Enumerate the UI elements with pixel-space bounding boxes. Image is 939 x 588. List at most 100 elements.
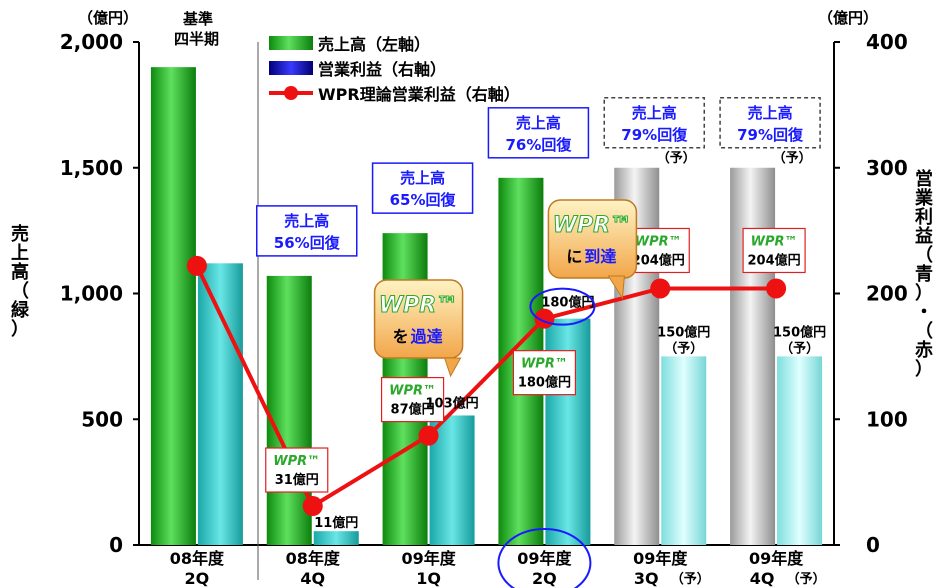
- speech-bubble-text-b: 過達: [410, 327, 443, 346]
- sales-recovery-title: 売上高: [284, 212, 329, 230]
- sales-recovery-forecast: （予）: [657, 150, 696, 166]
- category-label-year: 08年度: [170, 549, 225, 568]
- category-label-forecast: （予）: [787, 571, 826, 587]
- category-highlight-ellipse: [497, 528, 592, 588]
- left-unit-label: （億円）: [78, 9, 138, 27]
- sales-bar: [150, 67, 196, 546]
- left-tick-label: 500: [81, 407, 123, 431]
- right-tick-label: 100: [866, 407, 908, 431]
- category-label-quarter: 1Q: [416, 569, 441, 588]
- wpr-label-logo: WPR™: [635, 234, 682, 249]
- category-label-year: 09年度: [633, 549, 688, 568]
- sales-recovery-value: 79%回復: [737, 126, 804, 144]
- sales-recovery-box: [719, 97, 821, 149]
- wpr-label-logo: WPR™: [521, 357, 568, 372]
- sales-recovery-box: [256, 205, 358, 257]
- left-tick-label: 0: [109, 533, 123, 557]
- speech-bubble-tail: [443, 357, 462, 378]
- category-label-quarter: 2Q: [532, 569, 557, 588]
- base-period-label-2: 四半期: [174, 30, 219, 48]
- legend-wpr-label: WPR理論営業利益（右軸）: [318, 85, 520, 104]
- op-profit-forecast: （予）: [664, 340, 703, 356]
- sales-recovery-box: [603, 97, 705, 149]
- speech-bubble-text-b: 到達: [584, 247, 616, 266]
- speech-bubble: [547, 199, 638, 279]
- highlight-ellipse: [529, 287, 596, 326]
- wpr-label-box: [380, 376, 445, 423]
- wpr-label-logo: WPR™: [751, 234, 798, 249]
- wpr-label-value: 180億円: [518, 375, 571, 391]
- operating-profit-bar: [661, 356, 707, 545]
- wpr-point: [766, 278, 787, 299]
- sales-recovery-box: [487, 107, 590, 159]
- category-label-year: 08年度: [286, 549, 341, 568]
- sales-recovery-value: 79%回復: [621, 126, 688, 144]
- sales-recovery-title: 売上高: [748, 104, 793, 122]
- op-profit-label: 180億円: [541, 295, 594, 311]
- op-profit-forecast: （予）: [780, 340, 819, 356]
- wpr-label-box: [742, 227, 806, 274]
- right-ticks: 0 100 200 300 400: [834, 30, 908, 557]
- legend-wpr-marker: [284, 86, 298, 100]
- category-label-forecast: （予）: [671, 571, 710, 587]
- sales-recovery-box: [371, 162, 474, 214]
- op-profit-label: 150億円: [773, 324, 826, 340]
- right-tick-label: 400: [866, 30, 908, 54]
- sales-recovery-value: 65%回復: [390, 191, 457, 209]
- wpr-point: [302, 496, 323, 517]
- left-tick-label: 2,000: [60, 30, 123, 54]
- right-unit-label: （億円）: [818, 9, 878, 27]
- sales-recovery-title: 売上高: [400, 169, 445, 187]
- category-label-year: 09年度: [401, 549, 456, 568]
- wpr-label-value: 204億円: [632, 252, 685, 268]
- wpr-label-box: [265, 447, 329, 493]
- op-profit-label: 150億円: [657, 324, 710, 340]
- wpr-label-value: 204億円: [748, 252, 801, 268]
- left-ticks: 0 500 1,000 1,500 2,000: [60, 30, 139, 557]
- right-tick-label: 0: [866, 533, 880, 557]
- speech-bubble-tail: [607, 275, 625, 300]
- wpr-label-box: [512, 350, 577, 396]
- sales-bar: [266, 275, 312, 545]
- sales-recovery-forecast: （予）: [773, 150, 812, 166]
- category-label-year: 09年度: [517, 549, 572, 568]
- sales-recovery-value: 56%回復: [274, 234, 341, 252]
- wpr-label-box: [626, 227, 690, 274]
- operating-profit-bar: [777, 356, 823, 545]
- left-tick-label: 1,500: [60, 156, 123, 180]
- wpr-label-logo: WPR™: [389, 384, 436, 399]
- speech-bubble: [373, 279, 464, 359]
- right-axis-title: 営業利益（青）・（赤）: [914, 168, 934, 380]
- operating-profit-bar: [197, 263, 243, 545]
- annotations: 売上高56%回復売上高65%回復売上高76%回復売上高79%回復（予）売上高79…: [256, 97, 826, 588]
- wpr-point: [186, 255, 207, 276]
- speech-bubble-logo: WPR™: [553, 213, 632, 238]
- category-label-quarter: 3Q: [634, 569, 659, 588]
- speech-bubble-logo: WPR™: [379, 293, 458, 318]
- wpr-label-value: 87億円: [391, 402, 435, 418]
- legend-op-label: 営業利益（右軸）: [318, 60, 446, 79]
- base-period-label-1: 基準: [182, 10, 213, 28]
- sales-recovery-value: 76%回復: [505, 136, 572, 154]
- category-label-year: 09年度: [749, 549, 804, 568]
- legend-op-swatch: [269, 61, 313, 75]
- speech-bubble-text-a: に: [566, 247, 582, 266]
- speech-bubble-text-a: を: [393, 327, 409, 346]
- wpr-point: [650, 278, 671, 299]
- sales-recovery-title: 売上高: [632, 104, 677, 122]
- op-profit-label: 103億円: [426, 395, 479, 411]
- left-tick-label: 1,000: [60, 282, 123, 306]
- operating-profit-bar: [313, 531, 359, 545]
- sales-recovery-title: 売上高: [516, 114, 561, 132]
- sales-bar: [730, 167, 776, 545]
- wpr-label-value: 31億円: [275, 472, 319, 488]
- category-label-quarter: 2Q: [185, 569, 210, 588]
- category-label-quarter: 4Q: [750, 569, 775, 588]
- wpr-label-logo: WPR™: [273, 454, 320, 469]
- right-tick-label: 200: [866, 282, 908, 306]
- wpr-point: [418, 425, 439, 446]
- legend-sales-label: 売上高（左軸）: [318, 35, 430, 54]
- right-tick-label: 300: [866, 156, 908, 180]
